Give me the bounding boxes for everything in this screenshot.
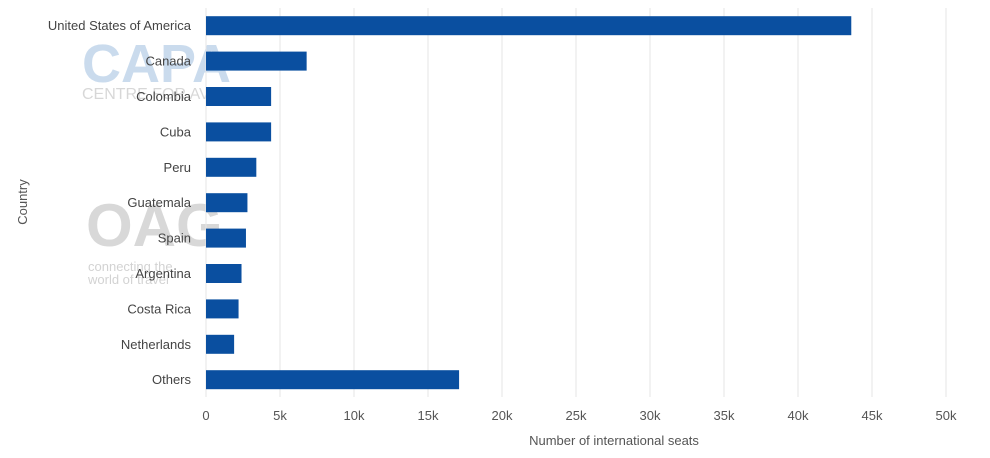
- bar[interactable]: [206, 122, 272, 142]
- bars: [206, 16, 852, 390]
- y-axis-title: Country: [15, 179, 30, 225]
- bar[interactable]: [206, 157, 257, 177]
- category-label: Guatemala: [127, 195, 191, 210]
- bar[interactable]: [206, 299, 239, 319]
- x-tick-label: 5k: [273, 408, 287, 423]
- category-label: United States of America: [48, 18, 192, 33]
- bar[interactable]: [206, 370, 460, 390]
- x-tick-label: 50k: [936, 408, 957, 423]
- x-tick-label: 45k: [862, 408, 883, 423]
- x-tick-labels: 0 5k 10k 15k 20k 25k 30k 35k 40k 45k 50k: [202, 408, 957, 423]
- x-tick-label: 35k: [714, 408, 735, 423]
- bar[interactable]: [206, 87, 272, 106]
- category-label: Peru: [164, 160, 191, 175]
- category-label: Colombia: [136, 89, 192, 104]
- oag-watermark: OAG connecting the world of travel: [86, 192, 223, 287]
- x-tick-label: 30k: [640, 408, 661, 423]
- category-label: Costa Rica: [127, 301, 191, 316]
- x-tick-label: 25k: [566, 408, 587, 423]
- x-tick-label: 10k: [344, 408, 365, 423]
- oag-tagline-line2: world of travel: [87, 272, 169, 287]
- category-label: Argentina: [135, 266, 191, 281]
- x-tick-label: 20k: [492, 408, 513, 423]
- bar[interactable]: [206, 334, 235, 354]
- category-label: Spain: [158, 231, 191, 246]
- bar[interactable]: [206, 16, 852, 36]
- oag-logo-text: OAG: [86, 192, 223, 259]
- bar[interactable]: [206, 193, 248, 213]
- x-tick-label: 40k: [788, 408, 809, 423]
- bar[interactable]: [206, 264, 242, 283]
- x-tick-label: 15k: [418, 408, 439, 423]
- category-label: Canada: [145, 54, 191, 69]
- oag-tagline-line1: connecting the: [88, 259, 173, 274]
- x-axis-title: Number of international seats: [529, 433, 699, 448]
- category-label: Netherlands: [121, 337, 192, 352]
- category-labels: United States of America Canada Colombia Cu…: [48, 18, 192, 387]
- category-label: Cuba: [160, 124, 192, 139]
- x-tick-label: 0: [202, 408, 209, 423]
- bar[interactable]: [206, 228, 246, 248]
- category-label: Others: [152, 372, 192, 387]
- bar[interactable]: [206, 51, 307, 71]
- gridlines: [205, 8, 947, 397]
